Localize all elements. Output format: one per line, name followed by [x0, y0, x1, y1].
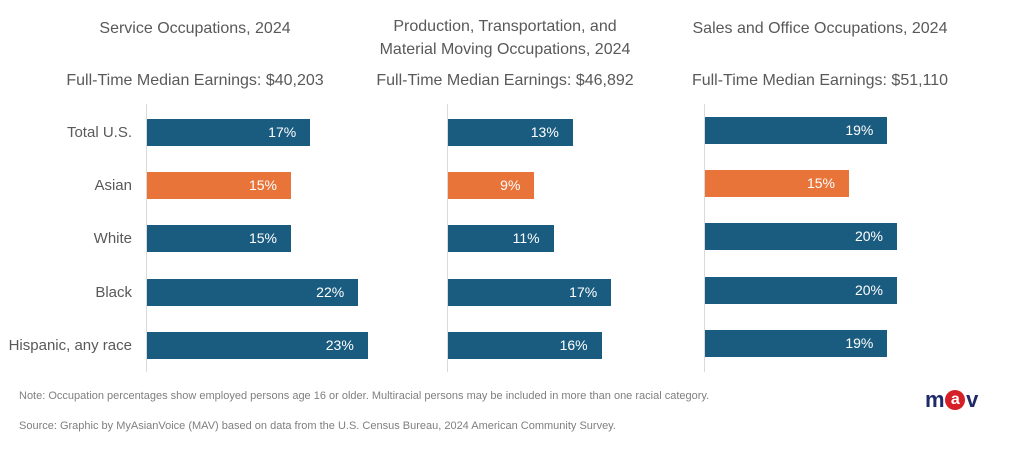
bar-asian: 15%: [147, 172, 291, 200]
bar-value-label: 11%: [512, 230, 540, 247]
bar-value-label: 20%: [854, 228, 883, 245]
panel-2-title-line-2: Material Moving Occupations, 2024: [379, 41, 631, 58]
footnote-note: Note: Occupation percentages show employ…: [19, 390, 710, 402]
bar-total-u-s: 19%: [705, 117, 888, 144]
bar-value-label: 9%: [500, 177, 521, 194]
logo-letter-a-circle: a: [945, 390, 966, 410]
bar-black: 22%: [147, 278, 359, 306]
bar-value-label: 17%: [268, 124, 297, 140]
bar-black: 17%: [448, 278, 612, 306]
bar-total-u-s: 13%: [448, 119, 573, 146]
panel-2-title: Production, Transportation, and Material…: [355, 15, 655, 61]
panel-1-title: Service Occupations, 2024: [99, 20, 291, 37]
category-label: Asian: [94, 177, 132, 195]
panel-2-title-line-1: Production, Transportation, and: [393, 18, 617, 35]
logo-letter-m: m: [925, 387, 945, 412]
category-label: Black: [95, 283, 132, 301]
panel-1-subtitle: Full-Time Median Earnings: $40,203: [66, 72, 324, 89]
bar-value-label: 19%: [845, 122, 874, 138]
bar-value-label: 19%: [845, 334, 874, 351]
bar-value-label: 17%: [569, 283, 598, 300]
bar-white: 15%: [147, 225, 291, 253]
panel-3-axis-line: [704, 104, 705, 372]
bar-hispanic-any-race: 16%: [448, 331, 602, 359]
bar-value-label: 15%: [248, 177, 277, 194]
bar-black: 20%: [705, 276, 897, 304]
logo-letter-v: v: [966, 387, 978, 412]
category-label: Total U.S.: [66, 124, 132, 141]
category-label: White: [93, 230, 132, 248]
footnote-source: Source: Graphic by MyAsianVoice (MAV) ba…: [19, 420, 616, 432]
bar-value-label: 16%: [559, 336, 588, 353]
panel-3-subtitle: Full-Time Median Earnings: $51,110: [691, 72, 949, 89]
category-label: Hispanic, any race: [8, 336, 132, 354]
panel-1-axis-line: [146, 104, 147, 372]
bar-value-label: 20%: [854, 281, 883, 298]
bar-asian: 9%: [448, 172, 535, 200]
bar-white: 20%: [705, 223, 897, 251]
panel-3-title: Sales and Office Occupations, 2024: [692, 20, 948, 37]
bar-value-label: 23%: [325, 336, 354, 353]
bar-value-label: 15%: [248, 230, 277, 247]
bar-hispanic-any-race: 23%: [147, 331, 368, 359]
bar-value-label: 22%: [316, 283, 345, 300]
mav-logo: m a v: [925, 387, 978, 413]
bar-value-label: 13%: [530, 124, 559, 140]
panel-2-subtitle: Full-Time Median Earnings: $46,892: [376, 72, 634, 89]
bar-value-label: 15%: [806, 175, 835, 192]
bar-white: 11%: [448, 225, 554, 253]
bar-total-u-s: 17%: [147, 119, 311, 146]
bar-asian: 15%: [705, 170, 849, 198]
panel-2-axis-line: [447, 104, 448, 372]
bar-hispanic-any-race: 19%: [705, 329, 888, 357]
